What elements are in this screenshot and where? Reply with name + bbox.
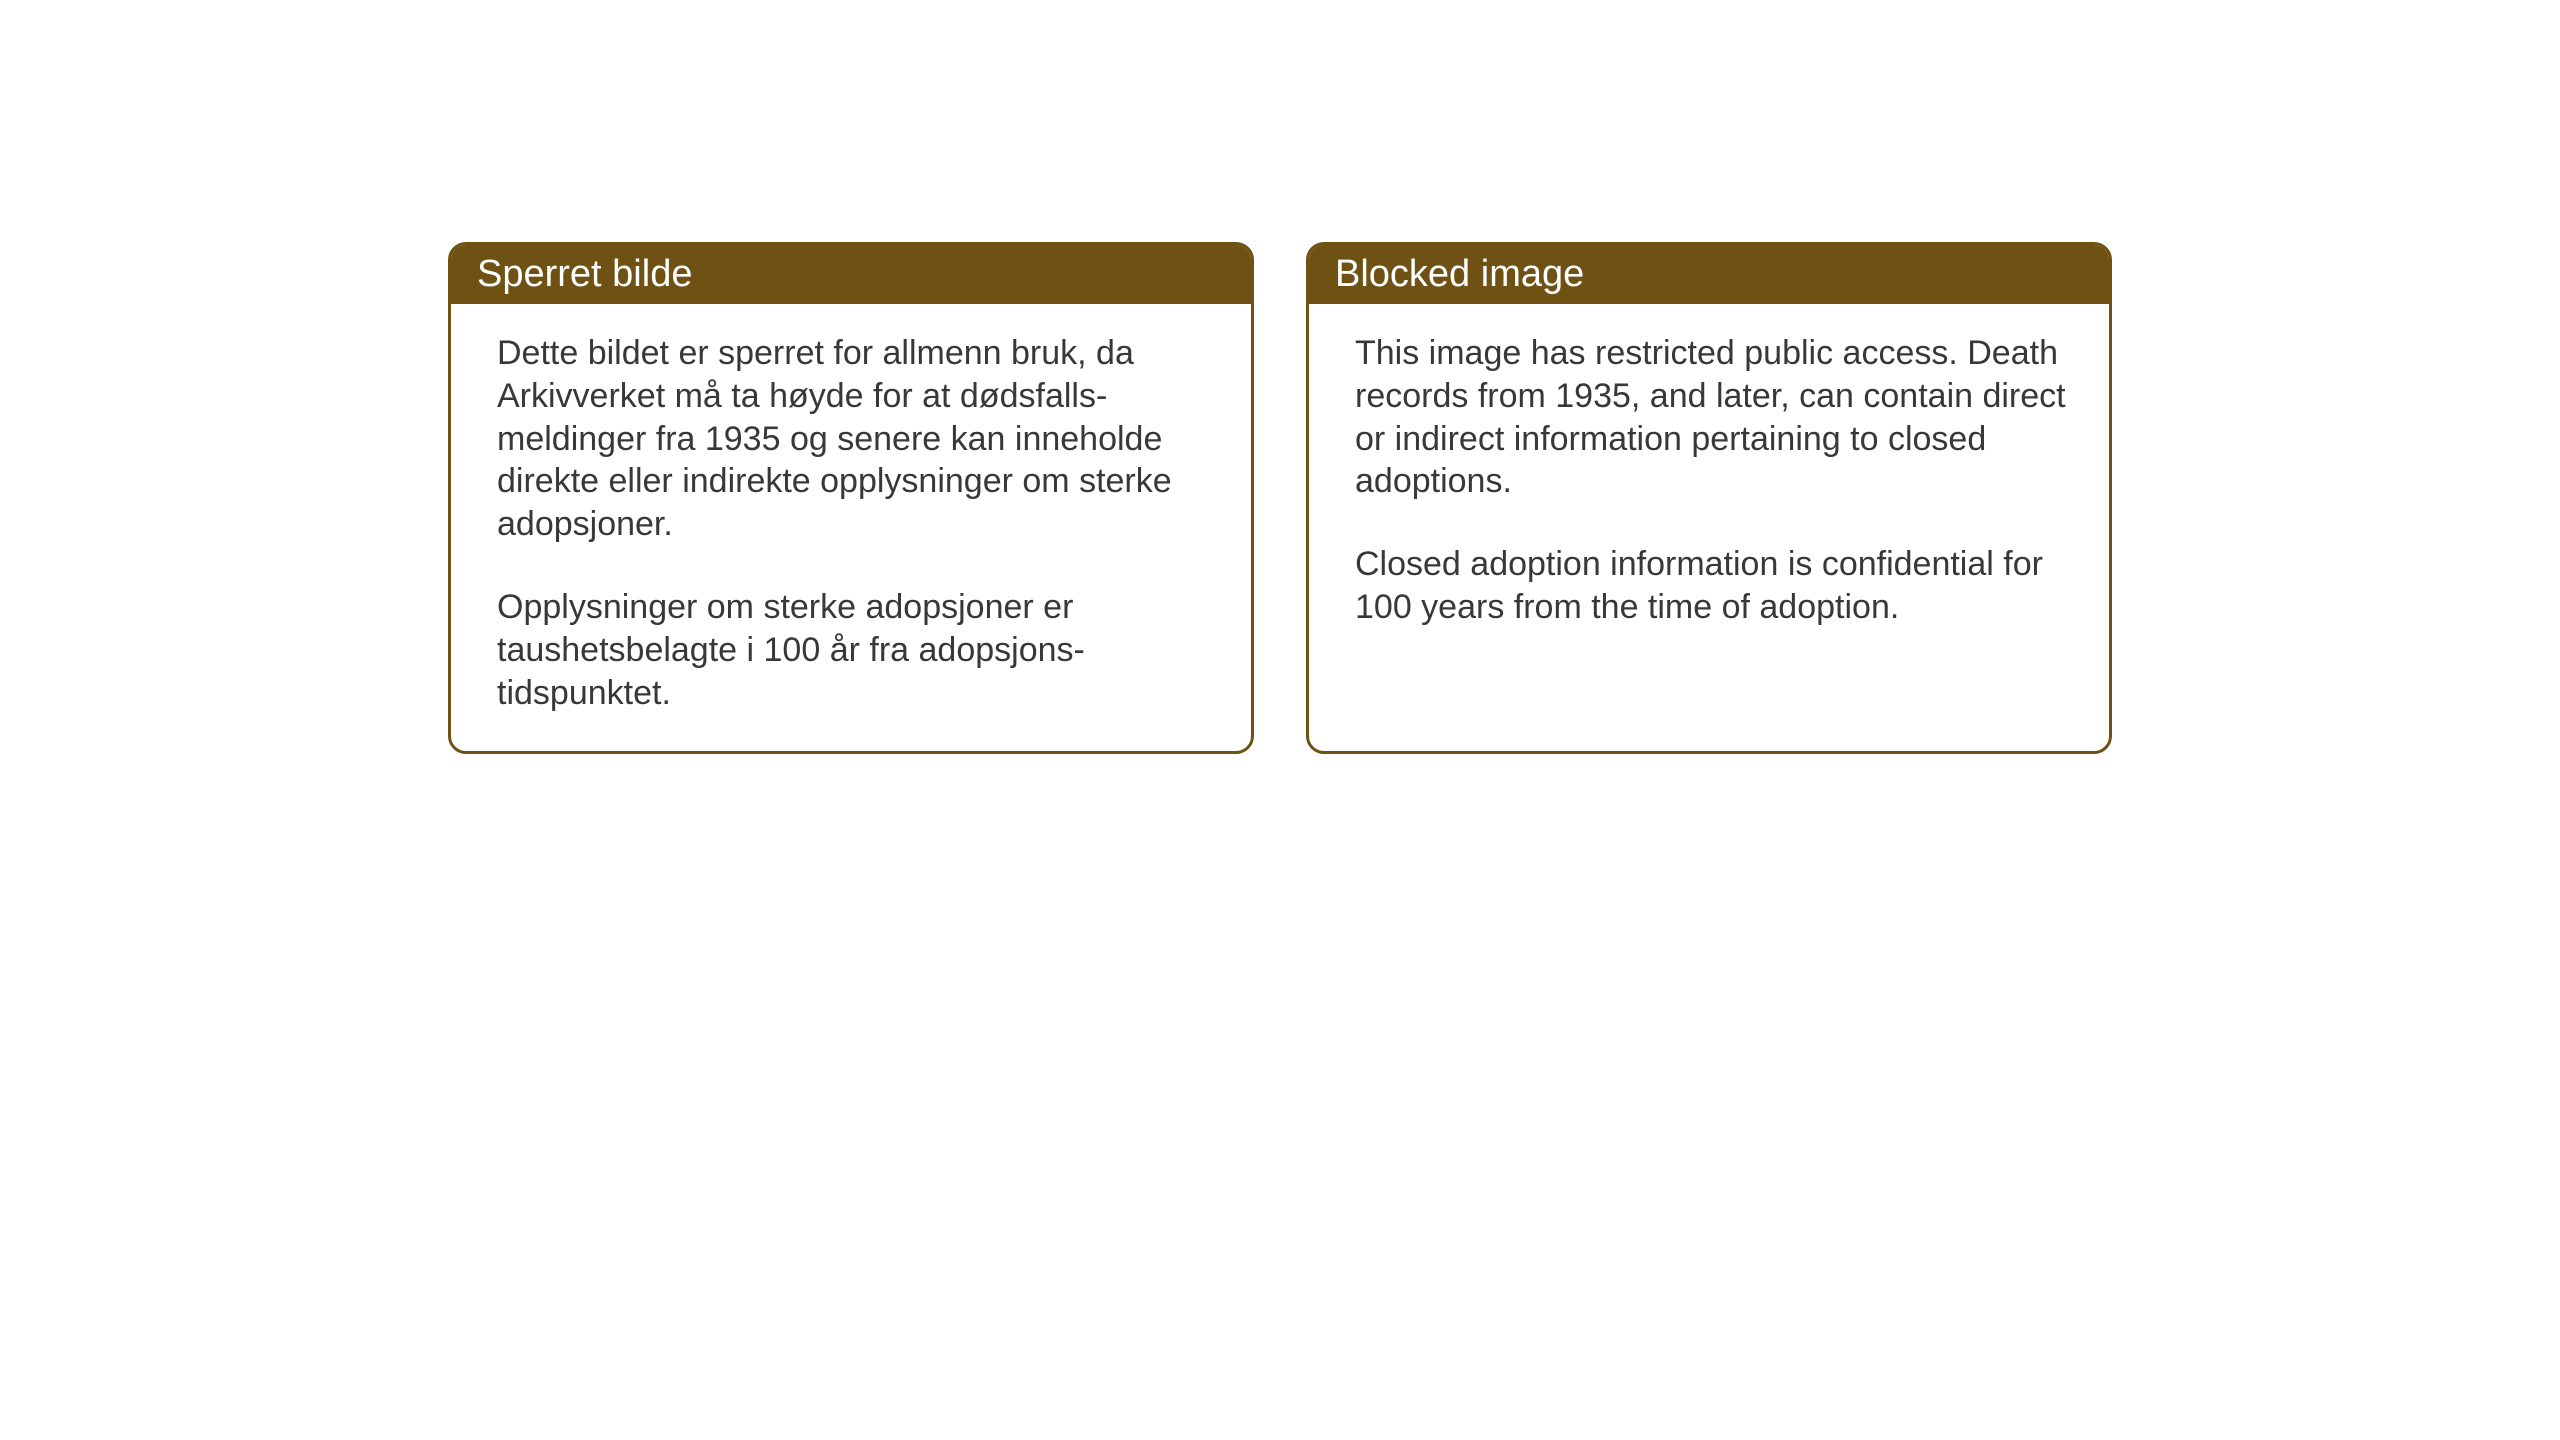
notice-card-english: Blocked image This image has restricted … — [1306, 242, 2112, 754]
notice-card-norwegian: Sperret bilde Dette bildet er sperret fo… — [448, 242, 1254, 754]
notice-paragraph-1-norwegian: Dette bildet er sperret for allmenn bruk… — [497, 332, 1211, 546]
notice-body-norwegian: Dette bildet er sperret for allmenn bruk… — [451, 304, 1251, 751]
notice-header-english: Blocked image — [1309, 245, 2109, 304]
notice-body-english: This image has restricted public access.… — [1309, 304, 2109, 665]
notice-title-english: Blocked image — [1335, 253, 1584, 295]
notice-title-norwegian: Sperret bilde — [477, 253, 692, 295]
notice-container: Sperret bilde Dette bildet er sperret fo… — [448, 242, 2112, 754]
notice-paragraph-2-english: Closed adoption information is confident… — [1355, 543, 2069, 629]
notice-paragraph-2-norwegian: Opplysninger om sterke adopsjoner er tau… — [497, 586, 1211, 714]
notice-header-norwegian: Sperret bilde — [451, 245, 1251, 304]
notice-paragraph-1-english: This image has restricted public access.… — [1355, 332, 2069, 503]
